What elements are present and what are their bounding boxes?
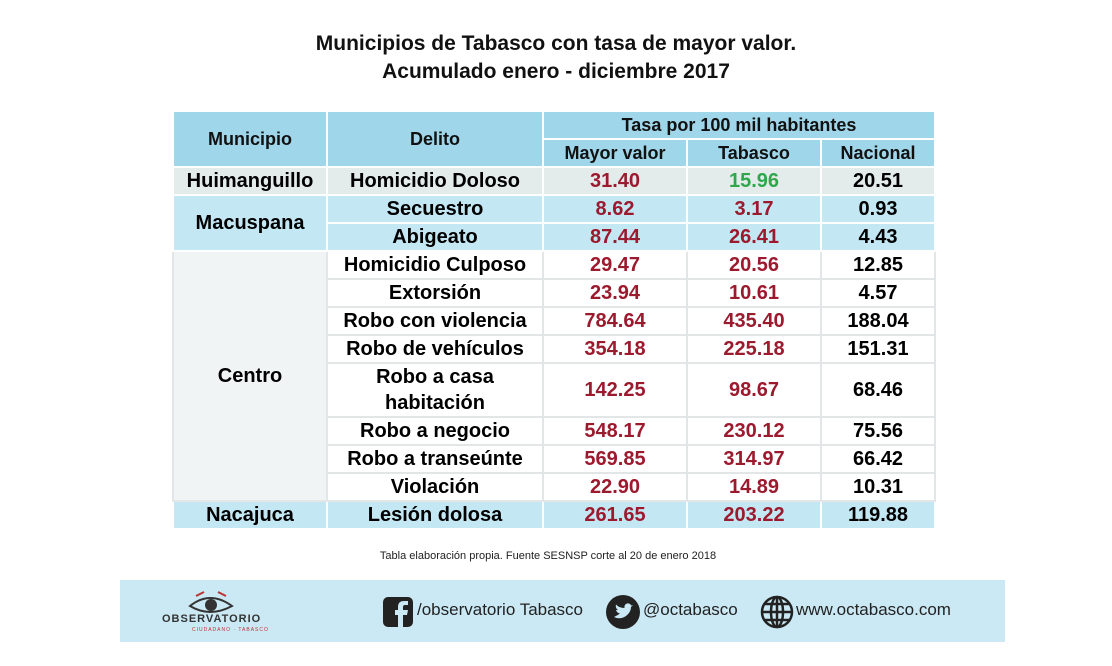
tabasco-cell: 435.40 [686, 306, 822, 336]
tabasco-cell: 230.12 [686, 416, 822, 446]
title: Municipios de Tabasco con tasa de mayor … [315, 32, 797, 55]
nacional-cell: 10.31 [819, 472, 937, 502]
source-note: Tabla elaboración propia. Fuente SESNSP … [379, 550, 717, 562]
table-row: Abigeato 87.44 26.41 4.43 [173, 222, 937, 252]
web-link[interactable]: www.octabasco.com [796, 600, 951, 619]
tabasco-cell: 20.56 [686, 250, 822, 280]
municipio-cell: Macuspana [172, 194, 328, 252]
table-row: Nacajuca Lesión dolosa 261.65 203.22 119.88 [172, 500, 937, 530]
mayor-cell: 569.85 [542, 444, 688, 474]
delito-cell: Robo a casa habitación [326, 362, 544, 418]
web-icon [760, 595, 794, 629]
municipio-cell: Centro [172, 250, 328, 502]
table-row: Huimanguillo Homicidio Doloso 31.40 15.96 20… [172, 166, 937, 196]
nacional-cell: 4.43 [819, 222, 937, 252]
nacional-cell: 20.51 [819, 166, 937, 196]
logo-text: OBSERVATORIO [162, 613, 262, 625]
table-row: Macuspana Secuestro 8.62 3.17 0.93 [172, 194, 937, 252]
facebook-link[interactable]: /observatorio Tabasco [417, 600, 584, 619]
table-row: Violación 22.90 14.89 10.31 [173, 472, 937, 502]
table-row: Robo a negocio 548.17 230.12 75.56 [173, 416, 937, 446]
nacional-cell: 0.93 [819, 194, 937, 224]
header-cell: Municipio [172, 110, 328, 168]
delito-cell: Homicidio Doloso [326, 166, 544, 196]
nacional-cell: 119.88 [819, 500, 937, 530]
mayor-cell: 8.62 [542, 194, 688, 224]
mayor-cell: 31.40 [542, 166, 688, 196]
logo-subtext: CIUDADANO · TABASCO [192, 627, 269, 633]
table-header: Municipio Delito Tasa por 100 mil habita… [172, 110, 937, 168]
nacional-cell: 151.31 [819, 334, 937, 364]
tabasco-cell: 14.89 [686, 472, 822, 502]
tabasco-cell: 314.97 [686, 444, 822, 474]
tabasco-cell: 225.18 [686, 334, 822, 364]
nacional-cell: 4.57 [819, 278, 937, 308]
nacional-cell: 66.42 [819, 444, 937, 474]
mayor-cell: 784.64 [542, 306, 688, 336]
header-cell: Nacional [819, 138, 937, 168]
delito-cell: Extorsión [326, 278, 544, 308]
facebook-icon [383, 597, 413, 627]
header-cell: Tasa por 100 mil habitantes [541, 110, 937, 140]
table-row: Centro Homicidio Culposo 29.47 20.56 12.85 [172, 250, 937, 502]
nacional-cell: 68.46 [819, 362, 937, 418]
tabasco-cell: 3.17 [686, 194, 822, 224]
mayor-cell: 261.65 [542, 500, 688, 530]
table-row: Robo a casa habitación 142.25 98.67 68.46 [173, 362, 937, 418]
twitter-link[interactable]: @octabasco [643, 600, 738, 619]
delito-cell: Lesión dolosa [326, 500, 544, 530]
mayor-cell: 22.90 [542, 472, 688, 502]
mayor-cell: 29.47 [542, 250, 688, 280]
nacional-cell: 75.56 [819, 416, 937, 446]
tabasco-cell: 98.67 [686, 362, 822, 418]
municipio-cell: Huimanguillo [172, 166, 328, 196]
rates-table: Municipio Delito Tasa por 100 mil habita… [172, 110, 937, 530]
tabasco-cell: 15.96 [686, 166, 822, 196]
header-cell: Mayor valor [542, 138, 688, 168]
delito-cell: Robo a negocio [326, 416, 544, 446]
twitter-icon [606, 595, 640, 629]
delito-cell: Robo con violencia [326, 306, 544, 336]
delito-cell: Abigeato [326, 222, 544, 252]
table-body: Huimanguillo Homicidio Doloso 31.40 15.96 20… [172, 166, 937, 530]
table-row: Robo de vehículos 354.18 225.18 151.31 [173, 334, 937, 364]
subtitle: Acumulado enero - diciembre 2017 [382, 60, 730, 83]
logo-eye [188, 591, 234, 613]
header-cell: Delito [326, 110, 544, 168]
tabasco-cell: 203.22 [686, 500, 822, 530]
table-row: Robo con violencia 784.64 435.40 188.04 [173, 306, 937, 336]
mayor-cell: 142.25 [542, 362, 688, 418]
delito-cell: Homicidio Culposo [326, 250, 544, 280]
nacional-cell: 188.04 [819, 306, 937, 336]
municipio-cell: Nacajuca [172, 500, 328, 530]
mayor-cell: 354.18 [542, 334, 688, 364]
tabasco-cell: 10.61 [686, 278, 822, 308]
table-row: Robo a transeúnte 569.85 314.97 66.42 [173, 444, 937, 474]
header-cell: Tabasco [686, 138, 822, 168]
tabasco-cell: 26.41 [686, 222, 822, 252]
mayor-cell: 548.17 [542, 416, 688, 446]
delito-cell: Robo de vehículos [326, 334, 544, 364]
nacional-cell: 12.85 [819, 250, 937, 280]
delito-cell: Robo a transeúnte [326, 444, 544, 474]
footer-bar: OBSERVATORIO CIUDADANO · TABASCO /observ… [120, 580, 1005, 642]
delito-cell: Secuestro [326, 194, 544, 224]
mayor-cell: 87.44 [542, 222, 688, 252]
table-row: Extorsión 23.94 10.61 4.57 [173, 278, 937, 308]
delito-cell: Violación [326, 472, 544, 502]
mayor-cell: 23.94 [542, 278, 688, 308]
